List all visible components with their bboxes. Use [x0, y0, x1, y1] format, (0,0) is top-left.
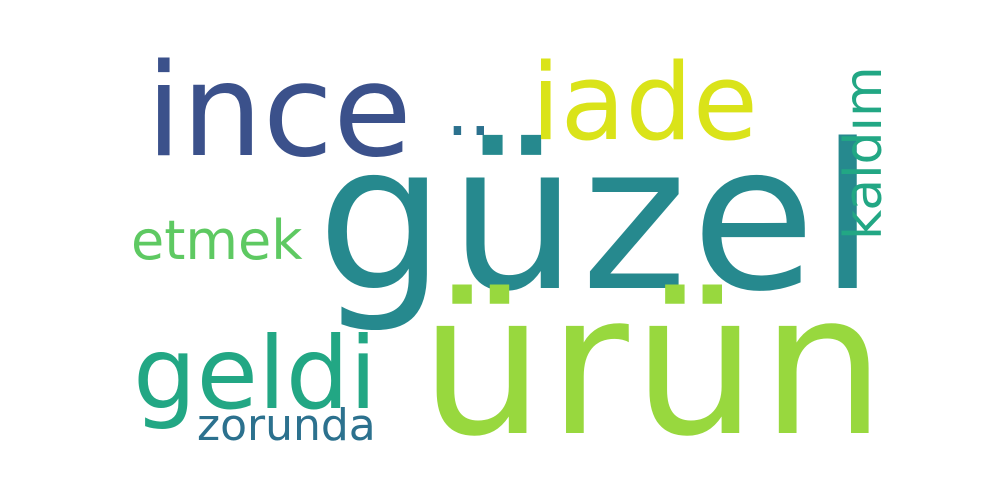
word-geldi: geldi — [133, 315, 378, 432]
word-ince: ince — [146, 37, 412, 186]
word-iade: iade — [531, 41, 758, 164]
word-kaldim: kaldım — [834, 66, 894, 240]
word-urun: ürün — [420, 252, 890, 480]
word-zorunda: zorunda — [197, 400, 376, 451]
word-guzel: güzel — [317, 100, 880, 336]
word-ellipsis: .. — [446, 68, 492, 152]
word-etmek: etmek — [131, 209, 303, 272]
